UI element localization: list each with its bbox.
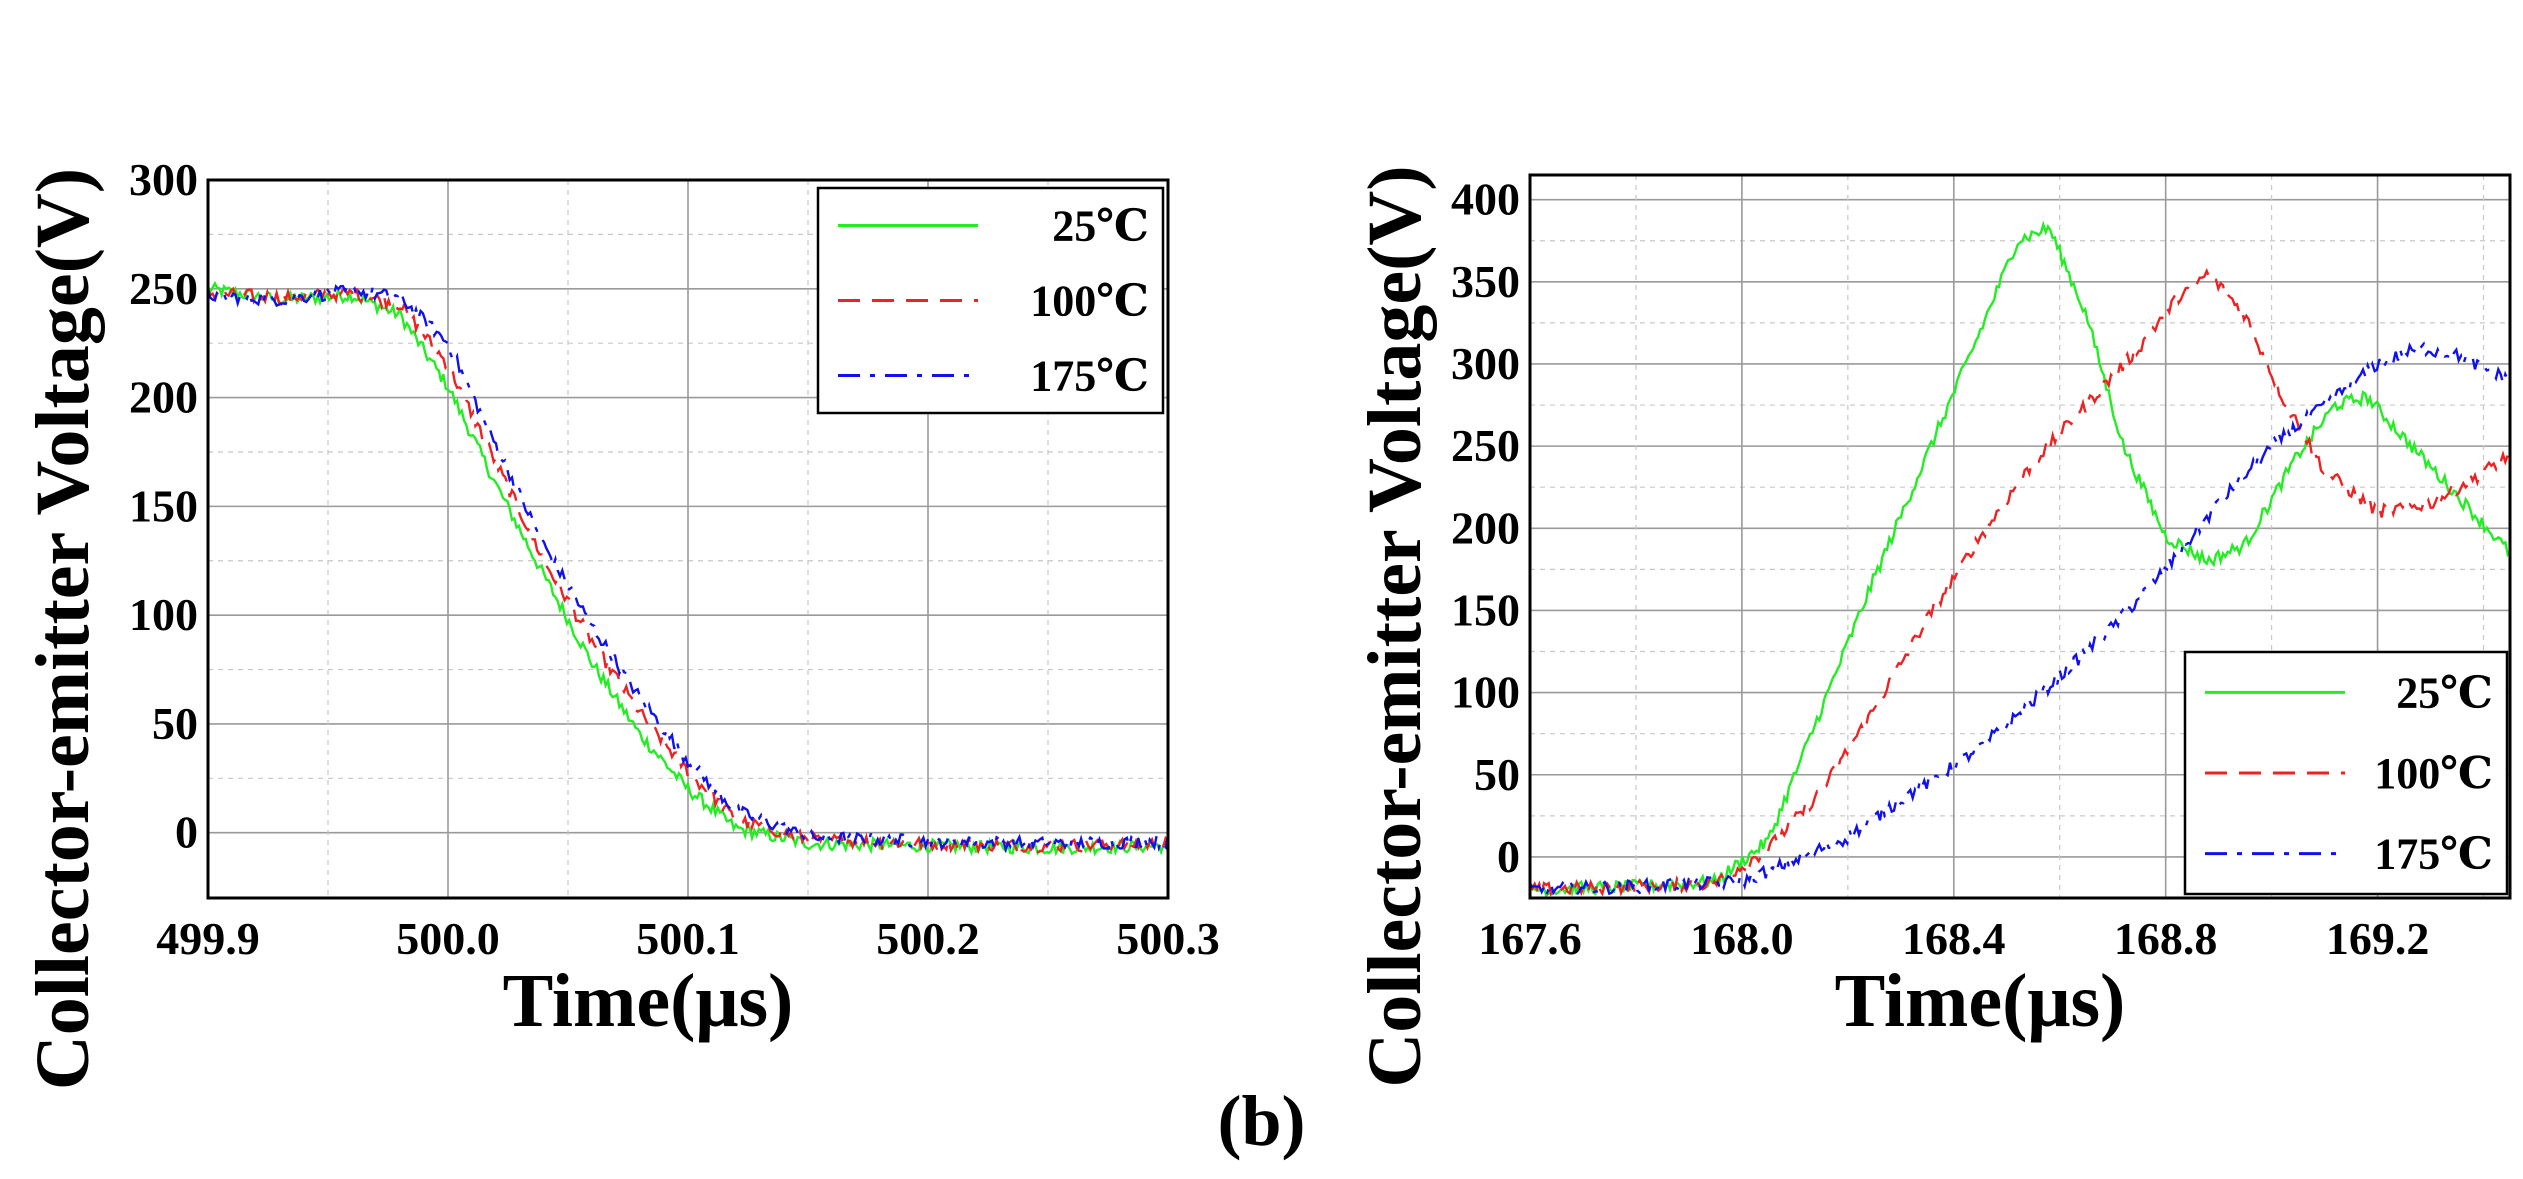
y-tick-label: 200 (129, 372, 198, 423)
x-tick-label: 167.6 (1478, 913, 1582, 964)
legend-label: 175℃ (2374, 830, 2493, 879)
x-tick-label: 169.2 (2326, 913, 2430, 964)
legend-label: 100℃ (1030, 277, 1149, 326)
y-tick-label: 150 (1451, 584, 1520, 635)
x-axis-label: Time(μs) (1835, 959, 2126, 1043)
x-tick-label: 500.0 (396, 913, 500, 964)
y-tick-label: 350 (1451, 256, 1520, 307)
y-tick-label: 250 (129, 263, 198, 314)
legend-label: 25℃ (1052, 202, 1149, 251)
series-line-25c (1529, 220, 2512, 898)
x-tick-label: 499.9 (156, 913, 260, 964)
series-line-175c (1529, 341, 2511, 899)
plot-frame (1528, 173, 2512, 900)
chart-right: 0 50 100 150 200 250 300 350 400 167.6 168.0 168.4 1… (1353, 165, 2512, 1088)
legend-label: 100℃ (2374, 749, 2493, 798)
y-tick-label: 300 (129, 154, 198, 205)
legend-label: 175℃ (1030, 352, 1149, 401)
x-tick-label: 500.1 (636, 913, 740, 964)
x-tick-label: 500.3 (1116, 913, 1220, 964)
y-tick-label: 200 (1451, 502, 1520, 553)
y-tick-label: 0 (1497, 831, 1520, 882)
x-axis-label: Time(μs) (503, 959, 794, 1043)
y-tick-label: 0 (175, 807, 198, 858)
y-tick-label: 100 (1451, 667, 1520, 718)
y-tick-label: 300 (1451, 338, 1520, 389)
y-tick-label: 50 (1474, 749, 1520, 800)
x-tick-label: 500.2 (876, 913, 980, 964)
y-axis-label: Collector-emitter Voltage(V) (1353, 165, 1437, 1087)
y-tick-label: 150 (129, 480, 198, 531)
plot-frame (206, 178, 1170, 900)
y-tick-label: 400 (1451, 174, 1520, 225)
y-tick-label: 100 (129, 589, 198, 640)
figure-caption: (b) (1217, 1081, 1306, 1161)
legend-label: 25℃ (2396, 668, 2493, 717)
y-tick-label: 50 (152, 698, 198, 749)
x-tick-label: 168.0 (1690, 913, 1794, 964)
x-tick-label: 168.8 (2114, 913, 2218, 964)
x-tick-label: 168.4 (1902, 913, 2006, 964)
y-axis-label: Collector-emitter Voltage(V) (21, 168, 105, 1090)
chart-left: 0 50 100 150 200 250 300 499.9 500.0 500.1 500.2 50… (21, 154, 1220, 1090)
y-tick-label: 250 (1451, 420, 1520, 471)
series-line-175c (206, 284, 1170, 854)
